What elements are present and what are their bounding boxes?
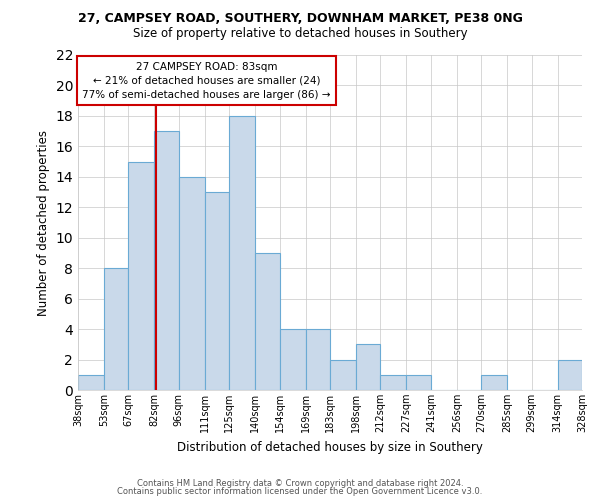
Text: Contains HM Land Registry data © Crown copyright and database right 2024.: Contains HM Land Registry data © Crown c… (137, 478, 463, 488)
Bar (205, 192, 229, 390)
Bar (280, 329, 305, 390)
Bar (557, 360, 582, 390)
Bar (179, 177, 205, 390)
Bar (305, 329, 330, 390)
Bar (78, 375, 104, 390)
X-axis label: Distribution of detached houses by size in Southery: Distribution of detached houses by size … (177, 440, 483, 454)
Bar (330, 360, 356, 390)
Bar (154, 131, 179, 390)
Bar (356, 344, 380, 390)
Bar (481, 375, 507, 390)
Y-axis label: Number of detached properties: Number of detached properties (37, 130, 50, 316)
Bar (104, 268, 128, 390)
Bar (406, 375, 431, 390)
Text: 27, CAMPSEY ROAD, SOUTHERY, DOWNHAM MARKET, PE38 0NG: 27, CAMPSEY ROAD, SOUTHERY, DOWNHAM MARK… (77, 12, 523, 26)
Bar (255, 253, 280, 390)
Bar (229, 116, 255, 390)
Bar (380, 375, 406, 390)
Text: Contains public sector information licensed under the Open Government Licence v3: Contains public sector information licen… (118, 487, 482, 496)
Text: Size of property relative to detached houses in Southery: Size of property relative to detached ho… (133, 28, 467, 40)
Bar (128, 162, 154, 390)
Text: 27 CAMPSEY ROAD: 83sqm
← 21% of detached houses are smaller (24)
77% of semi-det: 27 CAMPSEY ROAD: 83sqm ← 21% of detached… (82, 62, 331, 100)
